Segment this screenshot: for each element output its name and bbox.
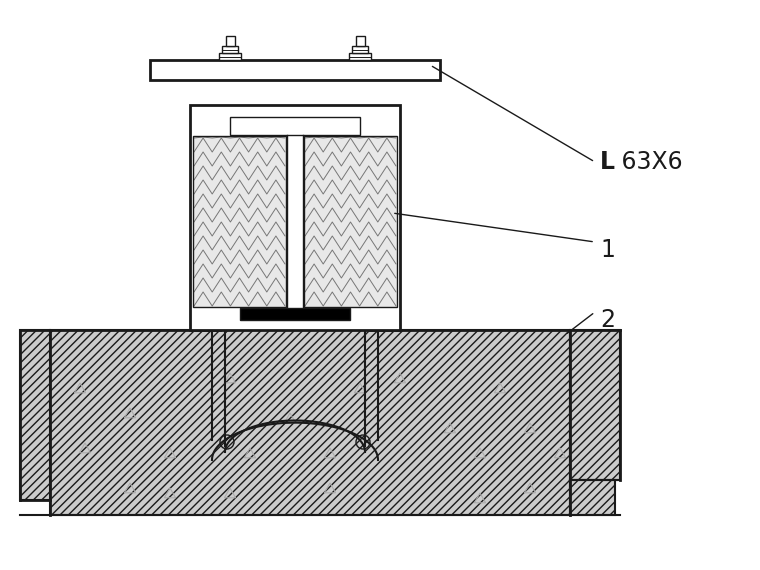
Bar (570, 330, 620, 480)
Bar (240, 308, 350, 320)
Text: 1: 1 (600, 238, 615, 262)
Bar (219, 53, 241, 60)
Bar (349, 53, 371, 60)
Bar (352, 46, 368, 53)
Bar (304, 136, 397, 307)
Bar (570, 480, 615, 515)
Bar (222, 46, 238, 53)
Bar (356, 36, 365, 46)
Bar (150, 60, 440, 80)
Text: L: L (600, 150, 615, 174)
Text: 2: 2 (600, 308, 615, 332)
Bar (230, 117, 360, 135)
Bar (226, 36, 235, 46)
Bar (190, 105, 400, 330)
Bar (304, 136, 397, 307)
Text: 63X6: 63X6 (614, 150, 682, 174)
Bar (20, 330, 50, 500)
Bar (193, 136, 286, 307)
Bar (193, 136, 286, 307)
Bar (50, 330, 570, 515)
